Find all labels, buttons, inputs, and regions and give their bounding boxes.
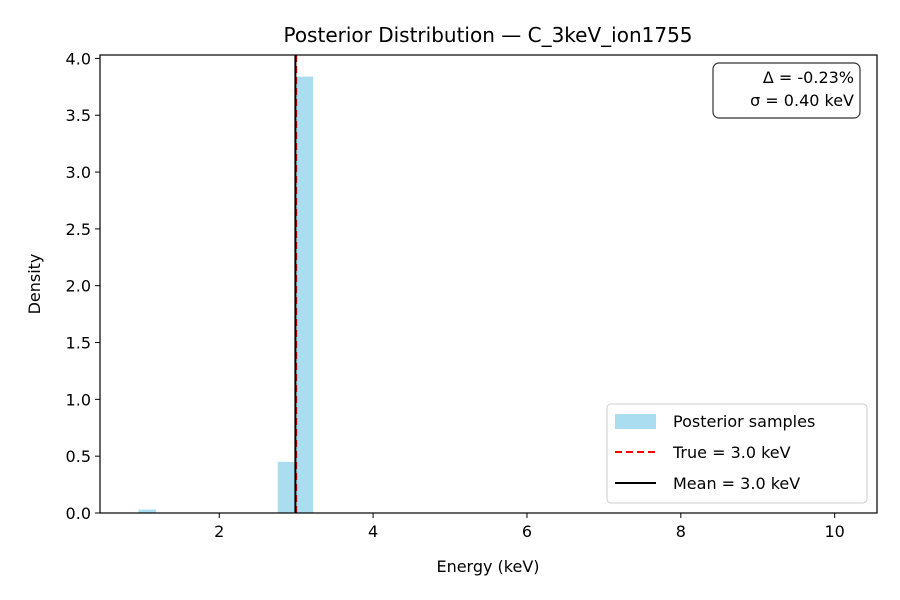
y-axis-label: Density — [25, 254, 44, 315]
y-tick-label-3: 1.5 — [66, 334, 91, 353]
x-tick-label-4: 10 — [825, 522, 845, 541]
y-tick-label-2: 1.0 — [66, 390, 91, 409]
plot-frame — [99, 54, 878, 514]
legend-swatch-posterior — [615, 414, 656, 429]
y-axis-ticks: 0.0 0.5 1.0 1.5 2.0 2.5 3.0 3.5 4.0 — [66, 49, 100, 523]
histogram-bar-2 — [296, 76, 314, 514]
x-axis-ticks: 2 4 6 8 10 — [214, 513, 845, 541]
histogram-bar-1 — [277, 461, 296, 513]
y-tick-label-6: 3.0 — [66, 163, 91, 182]
legend-frame — [606, 403, 868, 504]
x-tick-label-2: 6 — [522, 522, 532, 541]
histogram-bars — [138, 76, 314, 514]
y-tick-label-0: 0.0 — [66, 504, 91, 523]
y-tick-label-4: 2.0 — [66, 277, 91, 296]
stats-delta: Δ = -0.23% — [763, 68, 854, 87]
stats-sigma: σ = 0.40 keV — [750, 91, 854, 110]
reference-lines — [294, 55, 298, 513]
y-tick-label-8: 4.0 — [66, 49, 91, 68]
x-tick-label-0: 2 — [214, 522, 224, 541]
stats-box: Δ = -0.23% σ = 0.40 keV — [712, 62, 861, 119]
legend-label-mean: Mean = 3.0 keV — [673, 474, 800, 493]
y-tick-label-1: 0.5 — [66, 447, 91, 466]
x-axis-label: Energy (keV) — [436, 557, 539, 576]
histogram-bar-0 — [138, 509, 157, 513]
stats-box-frame — [712, 62, 861, 119]
legend-label-true: True = 3.0 keV — [672, 443, 791, 462]
y-tick-label-5: 2.5 — [66, 220, 91, 239]
x-tick-label-3: 8 — [676, 522, 686, 541]
y-tick-label-7: 3.5 — [66, 106, 91, 125]
legend: Posterior samples True = 3.0 keV Mean = … — [606, 403, 868, 504]
chart-title: Posterior Distribution — C_3keV_ion1755 — [283, 23, 692, 47]
legend-label-posterior: Posterior samples — [673, 412, 815, 431]
x-tick-label-1: 4 — [368, 522, 378, 541]
